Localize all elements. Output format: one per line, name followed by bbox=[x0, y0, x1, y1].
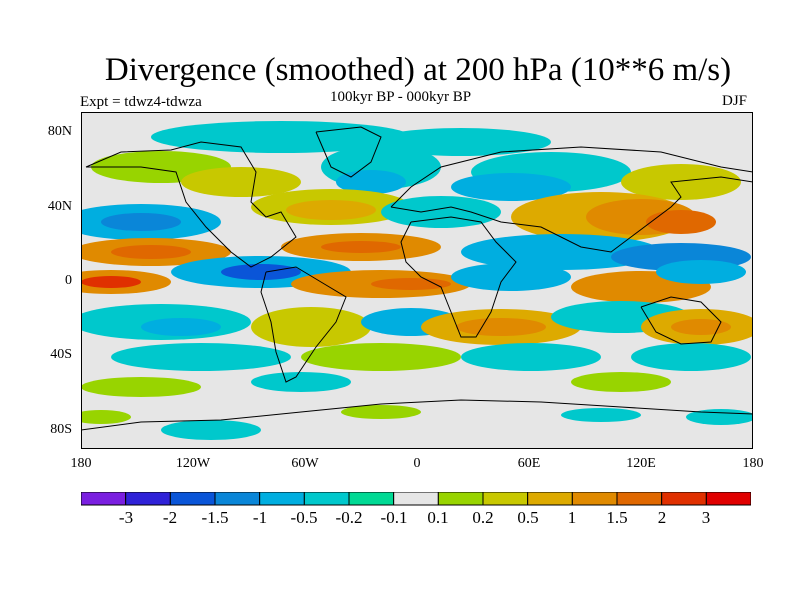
season-label: DJF bbox=[722, 93, 748, 109]
lat-label-80s: 80S bbox=[50, 422, 72, 437]
lon-label-0: 0 bbox=[413, 456, 421, 471]
experiment-label: Expt = tdwz4-tdwza bbox=[80, 94, 202, 110]
colorbar-label: -2 bbox=[162, 508, 178, 527]
colorbar-label: -0.1 bbox=[380, 508, 408, 527]
colorbar-box bbox=[482, 492, 529, 506]
lat-label-40s: 40S bbox=[50, 347, 72, 362]
colorbar-label: -0.2 bbox=[335, 508, 363, 527]
lon-label-120e: 120E bbox=[626, 456, 656, 471]
colorbar-box bbox=[303, 492, 350, 506]
colorbar-box bbox=[661, 492, 707, 506]
lon-label-60w: 60W bbox=[291, 456, 319, 471]
colorbar-box bbox=[527, 492, 573, 506]
colorbar-label: 1.5 bbox=[606, 508, 628, 527]
colorbar-box bbox=[437, 492, 484, 506]
plot-title: Divergence (smoothed) at 200 hPa (10**6 … bbox=[104, 52, 732, 88]
colorbar-label: -3 bbox=[118, 508, 134, 527]
colorbar-label: -1.5 bbox=[201, 508, 229, 527]
lat-label-0: 0 bbox=[65, 273, 72, 288]
lon-label-60e: 60E bbox=[517, 456, 541, 471]
colorbar-label: 0.5 bbox=[517, 508, 539, 527]
colorbar-box bbox=[125, 492, 171, 506]
plot-subtitle: 100kyr BP - 000kyr BP bbox=[330, 89, 472, 105]
colorbar-box bbox=[169, 492, 216, 506]
colorbar-box bbox=[81, 492, 127, 506]
colorbar-label: 2 bbox=[657, 508, 667, 527]
divergence-field bbox=[81, 121, 753, 440]
colorbar-box bbox=[571, 492, 618, 506]
colorbar-label: -0.5 bbox=[290, 508, 318, 527]
colorbar bbox=[81, 492, 751, 506]
colorbar-box bbox=[259, 492, 305, 506]
colorbar-label: 3 bbox=[701, 508, 711, 527]
colorbar-box bbox=[705, 492, 751, 506]
map-frame bbox=[81, 112, 753, 449]
colorbar-label: 0.2 bbox=[472, 508, 494, 527]
colorbar-box bbox=[616, 492, 663, 506]
colorbar-label: 0.1 bbox=[427, 508, 449, 527]
lon-label-180w: 180 bbox=[70, 456, 92, 471]
lon-label-120w: 120W bbox=[175, 456, 211, 471]
coastlines bbox=[81, 126, 753, 431]
lon-label-180e: 180 bbox=[742, 456, 764, 471]
colorbar-label: 1 bbox=[567, 508, 577, 527]
colorbar-label: -1 bbox=[252, 508, 268, 527]
colorbar-box bbox=[393, 492, 439, 506]
lat-label-80n: 80N bbox=[47, 124, 72, 139]
colorbar-box bbox=[348, 492, 395, 506]
divergence-map bbox=[81, 112, 753, 449]
colorbar-box bbox=[214, 492, 261, 506]
lat-label-40n: 40N bbox=[47, 199, 72, 214]
